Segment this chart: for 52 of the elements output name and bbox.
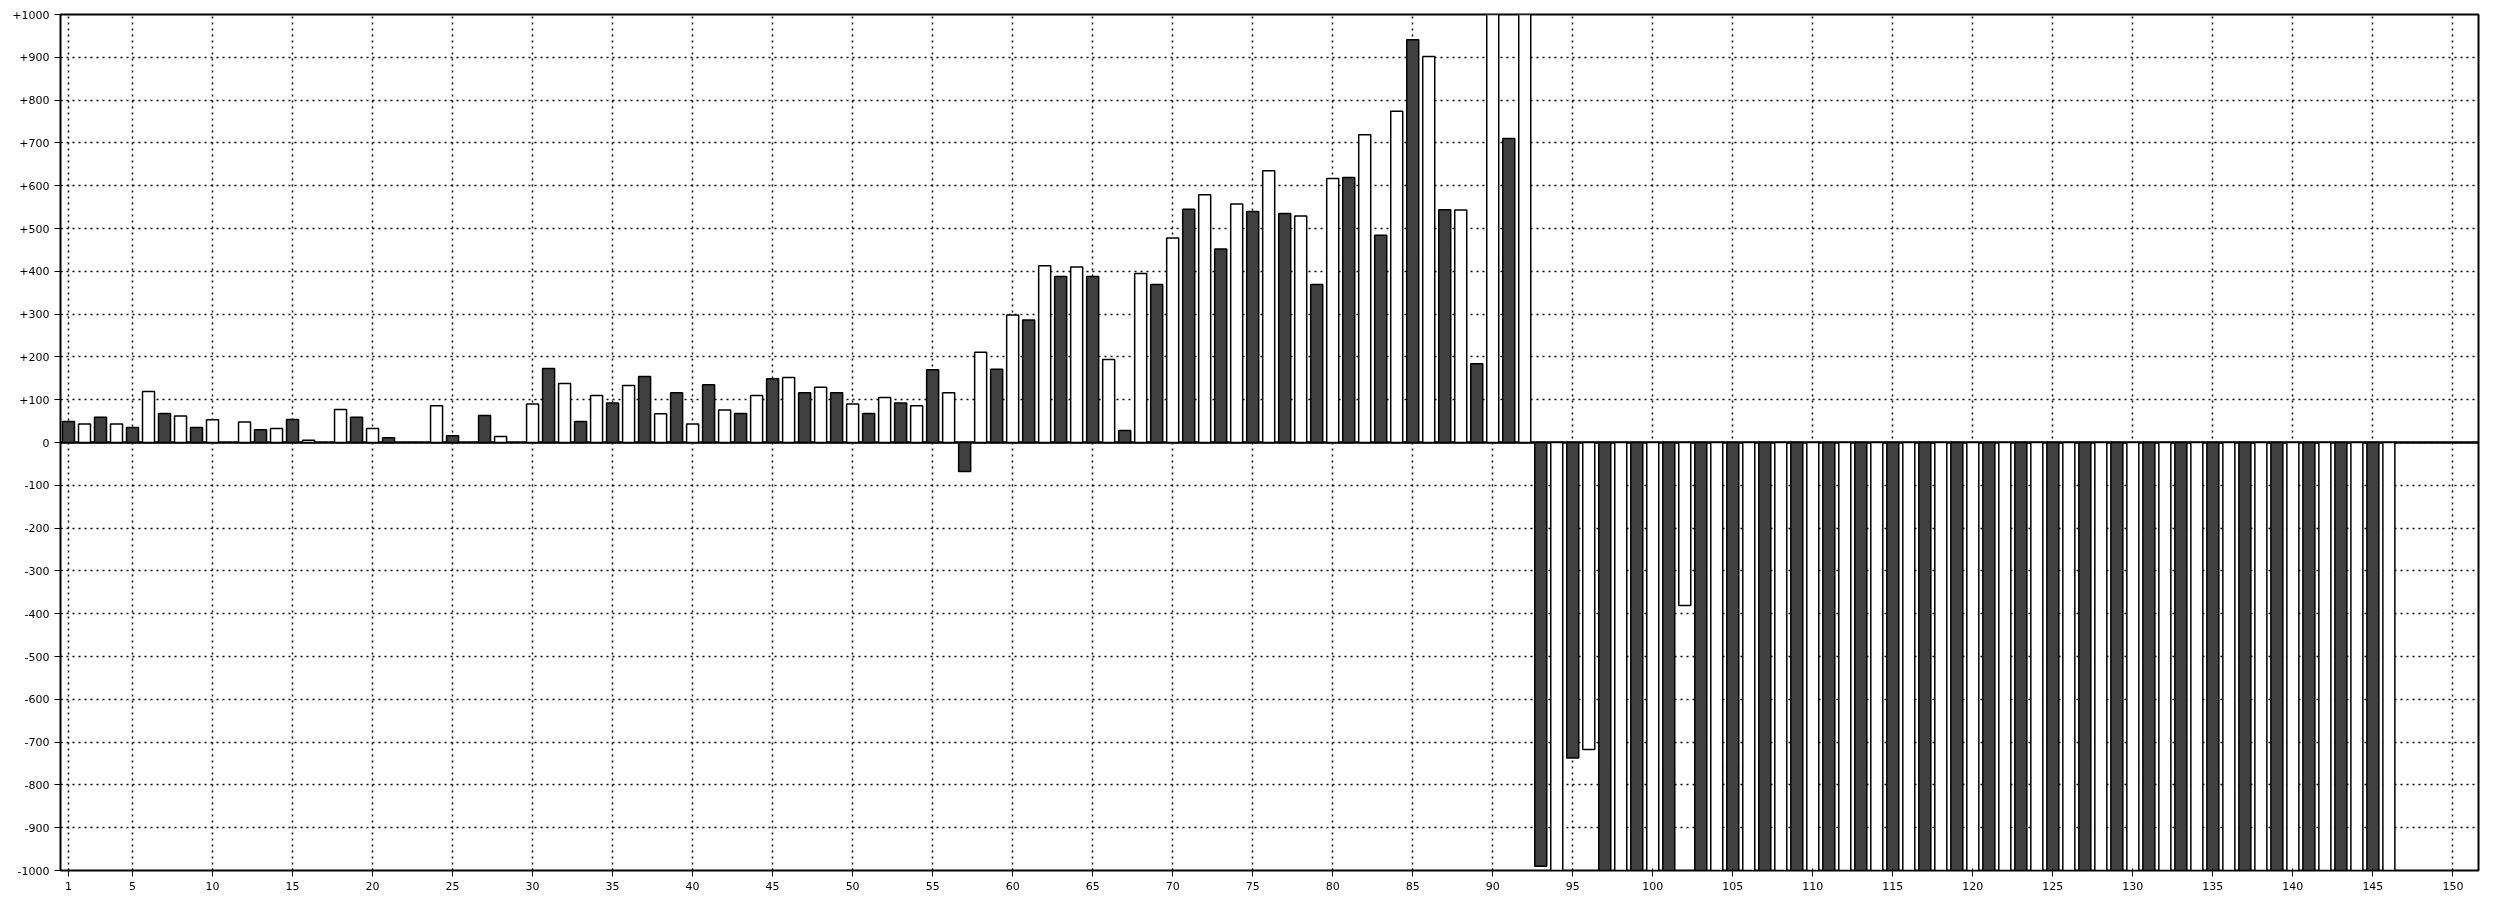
x-tick-label: 100 xyxy=(1642,879,1664,893)
y-tick-label: +900 xyxy=(19,51,50,65)
x-tick-label: 75 xyxy=(1245,879,1260,893)
x-tick-label: 5 xyxy=(129,879,137,893)
x-tick-label: 10 xyxy=(205,879,220,893)
y-tick-label: +500 xyxy=(19,222,50,236)
x-tick-label: 40 xyxy=(685,879,700,893)
x-tick-label: 25 xyxy=(445,879,460,893)
x-tick-label: 95 xyxy=(1565,879,1580,893)
y-tick-label: -500 xyxy=(24,650,50,664)
x-tick-label: 140 xyxy=(2282,879,2304,893)
x-tick-label: 45 xyxy=(765,879,780,893)
y-tick-label: +400 xyxy=(19,265,50,279)
y-tick-label: -700 xyxy=(24,736,50,750)
x-tick-label: 20 xyxy=(365,879,380,893)
x-tick-label: 150 xyxy=(2442,879,2464,893)
x-tick-label: 130 xyxy=(2122,879,2144,893)
y-tick-label: -400 xyxy=(24,607,50,621)
y-tick-label: -600 xyxy=(24,693,50,707)
x-tick-label: 55 xyxy=(925,879,940,893)
y-tick-label: +700 xyxy=(19,136,50,150)
y-tick-label: -200 xyxy=(24,522,50,536)
x-tick-label: 1 xyxy=(65,879,72,893)
x-tick-label: 60 xyxy=(1005,879,1020,893)
y-tick-label: +200 xyxy=(19,350,50,364)
x-tick-label: 145 xyxy=(2362,879,2384,893)
y-tick-label: -300 xyxy=(24,564,50,578)
x-tick-label: 120 xyxy=(1962,879,1984,893)
x-tick-label: 80 xyxy=(1325,879,1340,893)
x-tick-label: 110 xyxy=(1802,879,1824,893)
x-tick-label: 65 xyxy=(1085,879,1100,893)
x-tick-label: 85 xyxy=(1405,879,1420,893)
y-tick-label: 0 xyxy=(42,436,50,450)
y-tick-label: +300 xyxy=(19,308,50,322)
y-tick-label: +100 xyxy=(19,393,50,407)
x-tick-label: 35 xyxy=(605,879,620,893)
x-tick-label: 70 xyxy=(1165,879,1180,893)
y-tick-label: -1000 xyxy=(17,864,50,878)
y-tick-label: -900 xyxy=(24,821,50,835)
x-tick-label: 105 xyxy=(1722,879,1744,893)
x-tick-label: 90 xyxy=(1485,879,1500,893)
x-tick-label: 115 xyxy=(1882,879,1904,893)
x-tick-label: 15 xyxy=(285,879,300,893)
x-tick-label: 50 xyxy=(845,879,860,893)
y-tick-label: -100 xyxy=(24,479,50,493)
x-tick-label: 125 xyxy=(2042,879,2064,893)
x-tick-label: 30 xyxy=(525,879,540,893)
y-tick-label: +800 xyxy=(19,94,50,108)
x-tick-label: 135 xyxy=(2202,879,2224,893)
y-tick-label: +1000 xyxy=(12,8,50,22)
y-tick-label: +600 xyxy=(19,179,50,193)
y-tick-label: -800 xyxy=(24,778,50,792)
